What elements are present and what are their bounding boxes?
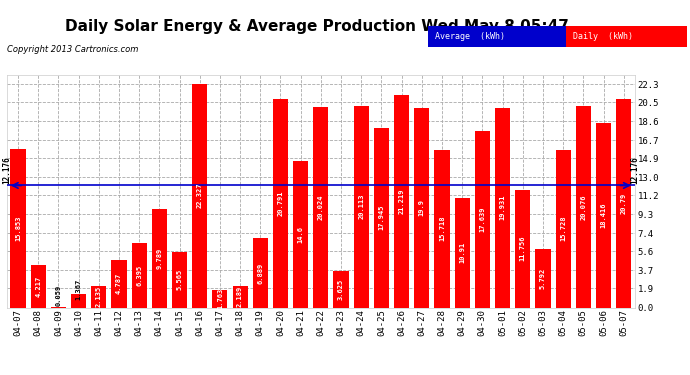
Bar	[455, 198, 470, 308]
Text: 5.565: 5.565	[177, 269, 183, 290]
Text: 2.135: 2.135	[96, 286, 101, 308]
Bar	[313, 107, 328, 307]
Bar	[273, 99, 288, 308]
Bar	[213, 290, 228, 308]
Bar	[172, 252, 187, 308]
Text: 20.076: 20.076	[580, 194, 586, 220]
Text: 3.625: 3.625	[338, 279, 344, 300]
Text: 11.756: 11.756	[520, 236, 526, 261]
Bar	[575, 106, 591, 307]
Text: 20.024: 20.024	[318, 194, 324, 220]
Bar	[414, 108, 429, 308]
Text: 12.176: 12.176	[630, 156, 640, 184]
Text: 15.718: 15.718	[439, 216, 445, 242]
Text: 5.792: 5.792	[540, 268, 546, 289]
Text: 4.787: 4.787	[116, 273, 122, 294]
Text: 1.367: 1.367	[76, 278, 81, 300]
Bar	[535, 249, 551, 308]
Bar	[253, 238, 268, 308]
Bar	[91, 286, 106, 308]
Text: 19.931: 19.931	[500, 195, 506, 220]
Text: 14.6: 14.6	[297, 226, 304, 243]
Text: 20.791: 20.791	[277, 190, 284, 216]
Bar	[111, 260, 126, 308]
Text: 0.059: 0.059	[55, 285, 61, 306]
Bar	[515, 190, 531, 308]
Bar	[71, 294, 86, 308]
Bar	[132, 243, 147, 308]
Text: 4.217: 4.217	[35, 276, 41, 297]
Bar	[152, 209, 167, 308]
Bar	[51, 307, 66, 308]
Bar	[555, 150, 571, 308]
Bar	[394, 95, 409, 308]
Text: 17.945: 17.945	[378, 205, 384, 230]
Text: 18.416: 18.416	[600, 202, 607, 228]
Bar	[475, 131, 490, 308]
Text: Copyright 2013 Cartronics.com: Copyright 2013 Cartronics.com	[7, 45, 138, 54]
Text: 10.91: 10.91	[459, 242, 465, 264]
Text: 21.219: 21.219	[399, 188, 404, 214]
Text: 9.789: 9.789	[157, 248, 162, 269]
Text: 6.395: 6.395	[136, 265, 142, 286]
Bar	[435, 150, 450, 308]
Bar	[10, 148, 26, 308]
Bar	[374, 128, 389, 308]
Bar	[333, 271, 348, 308]
Text: 15.728: 15.728	[560, 216, 566, 242]
Bar	[596, 123, 611, 308]
Text: 19.9: 19.9	[419, 199, 425, 216]
Text: 12.176: 12.176	[2, 156, 12, 184]
Bar	[192, 84, 207, 308]
Text: 20.113: 20.113	[358, 194, 364, 219]
Text: 6.889: 6.889	[257, 262, 264, 284]
Text: Daily Solar Energy & Average Production Wed May 8 05:47: Daily Solar Energy & Average Production …	[66, 19, 569, 34]
Text: 15.853: 15.853	[15, 215, 21, 241]
Bar	[495, 108, 510, 307]
Bar	[293, 161, 308, 308]
Text: 17.639: 17.639	[480, 206, 485, 232]
Text: 2.189: 2.189	[237, 286, 243, 307]
Bar	[354, 106, 368, 308]
Bar	[233, 286, 248, 308]
Text: 22.327: 22.327	[197, 183, 203, 209]
Bar	[616, 99, 631, 308]
Text: Average  (kWh): Average (kWh)	[435, 32, 504, 41]
Text: 20.79: 20.79	[621, 193, 627, 214]
Text: 1.763: 1.763	[217, 288, 223, 309]
Bar	[30, 265, 46, 308]
Text: Daily  (kWh): Daily (kWh)	[573, 32, 633, 41]
